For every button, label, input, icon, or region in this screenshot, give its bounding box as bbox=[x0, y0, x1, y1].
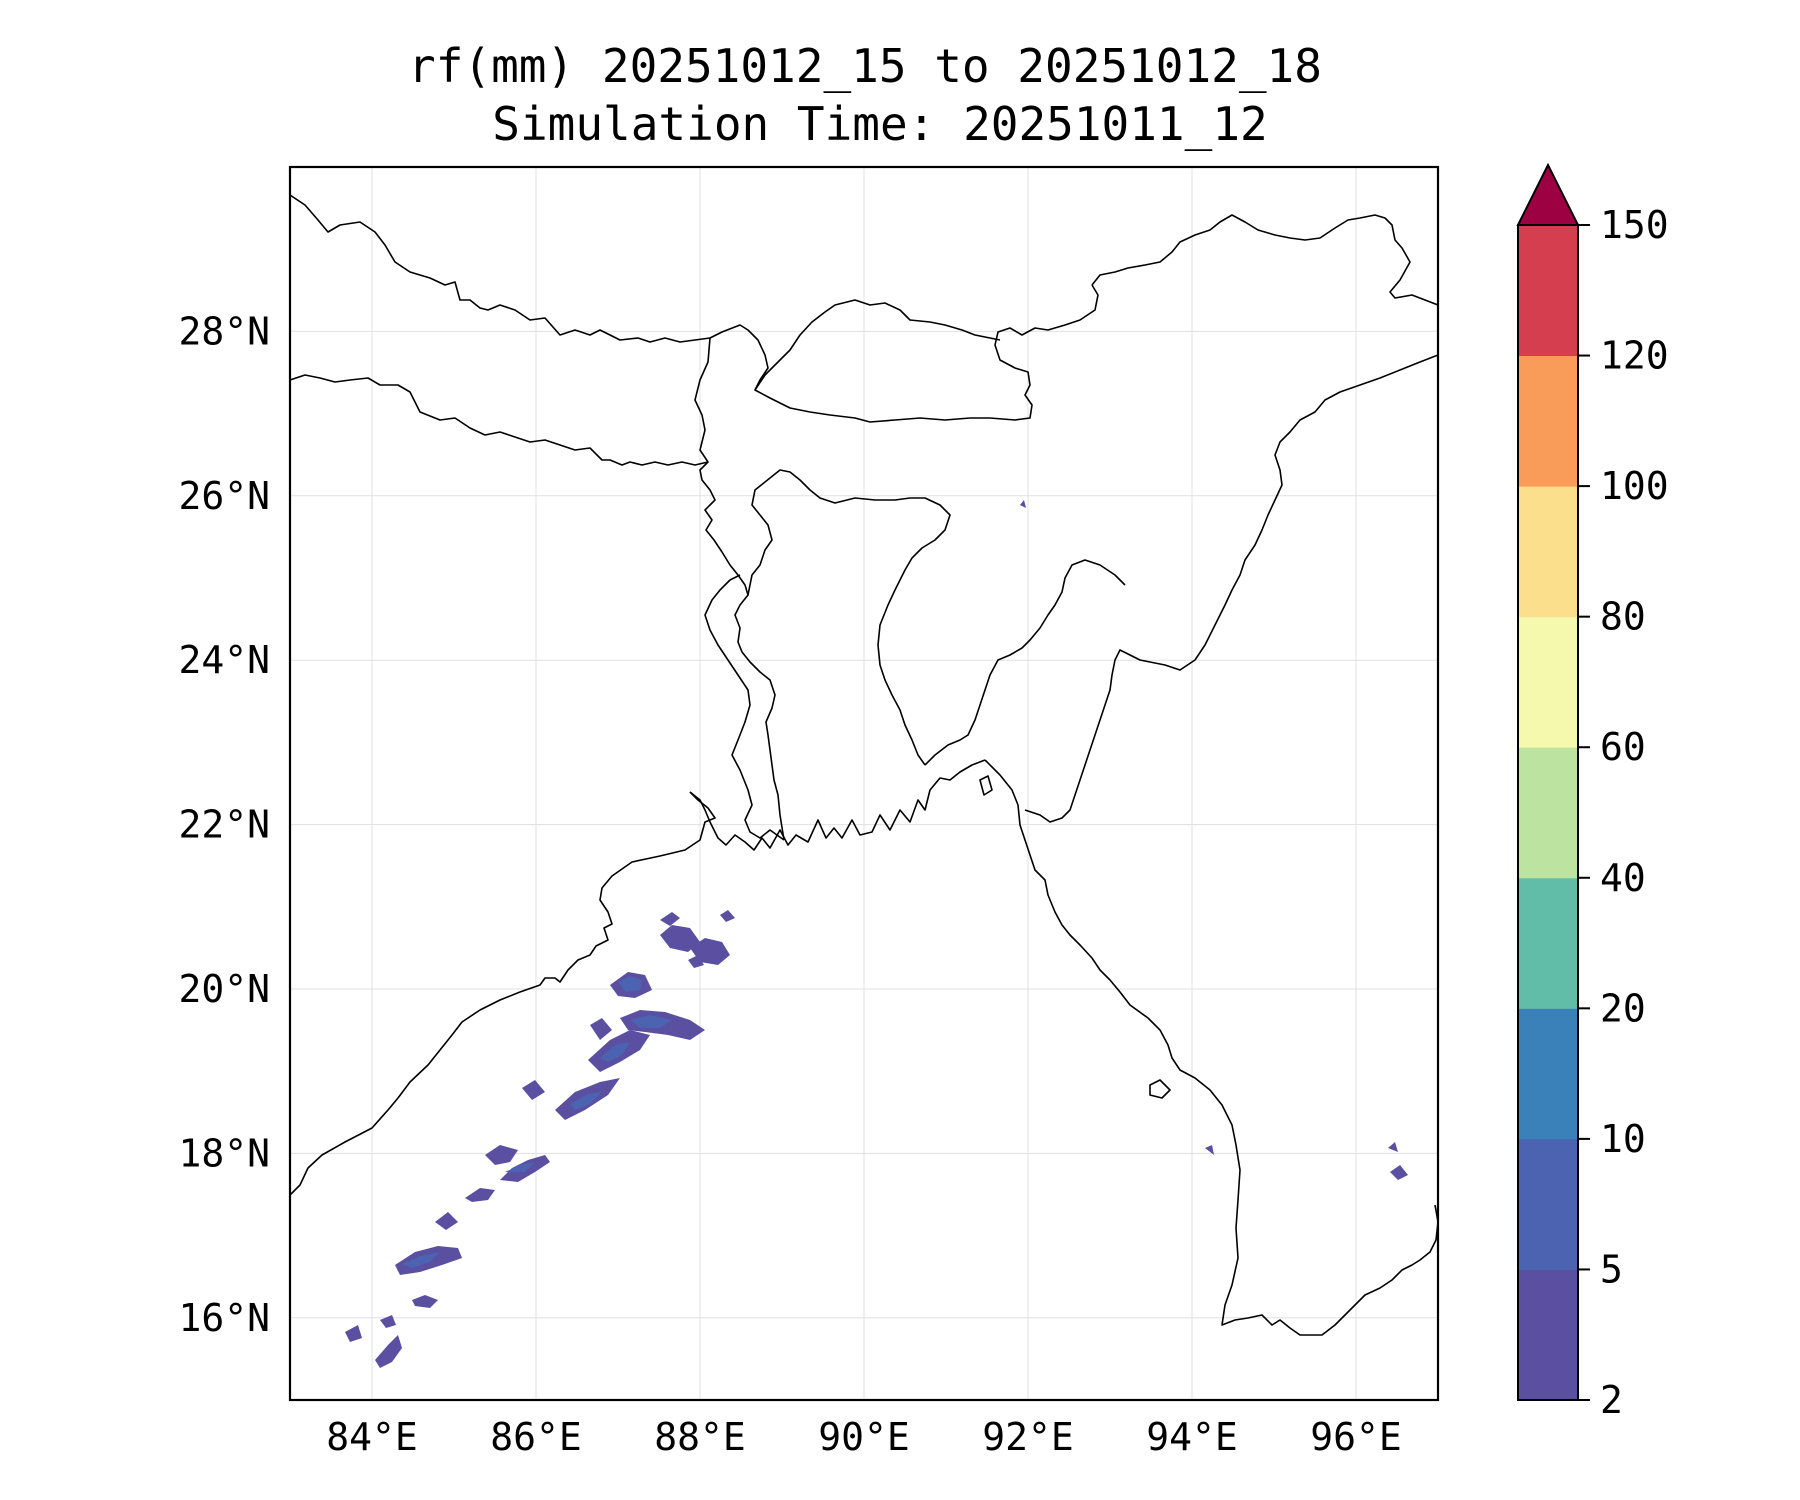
rain-patch bbox=[412, 1295, 438, 1308]
coastline-bengal-delta bbox=[689, 759, 986, 851]
colorbar-tick-label: 80 bbox=[1600, 595, 1646, 639]
rain-patch bbox=[375, 1335, 402, 1368]
colorbar-extend-max bbox=[1516, 162, 1580, 226]
border-sikkim-bangladesh-west bbox=[694, 337, 785, 841]
lon-tick-label: 92°E bbox=[982, 1415, 1074, 1459]
lat-tick-label: 20°N bbox=[178, 967, 270, 1011]
lon-tick-label: 88°E bbox=[654, 1415, 746, 1459]
colorbar-segment bbox=[1518, 616, 1578, 748]
rain-patch bbox=[522, 1080, 545, 1100]
rain-patch bbox=[1205, 1145, 1214, 1155]
lon-tick-label: 90°E bbox=[818, 1415, 910, 1459]
lat-tick-label: 18°N bbox=[178, 1131, 270, 1175]
lat-tick-label: 28°N bbox=[178, 309, 270, 353]
colorbar-segment bbox=[1518, 355, 1578, 487]
rain-patch bbox=[720, 910, 735, 922]
colorbar-tick-label: 100 bbox=[1600, 464, 1669, 508]
map-gridlines bbox=[290, 167, 1438, 1400]
colorbar-tick-label: 60 bbox=[1600, 725, 1646, 769]
coastline-india-east bbox=[290, 791, 716, 1196]
colorbar-frame bbox=[1517, 224, 1579, 1401]
rain-patch bbox=[465, 1188, 495, 1202]
colorbar-tick-label: 2 bbox=[1600, 1378, 1623, 1422]
coastline-small-islands bbox=[979, 775, 1171, 1099]
border-nepal-north bbox=[290, 194, 711, 343]
lon-tick-label: 96°E bbox=[1310, 1415, 1402, 1459]
colorbar-tick-label: 5 bbox=[1600, 1247, 1623, 1291]
border-bangladesh-west bbox=[704, 574, 785, 841]
map-title-line-1: rf(mm) 20251012_15 to 20251012_18 bbox=[408, 39, 1322, 93]
border-assam-east bbox=[1194, 354, 1438, 661]
rain-patch bbox=[380, 1315, 396, 1328]
colorbar-segment bbox=[1518, 1008, 1578, 1140]
lon-tick-label: 84°E bbox=[326, 1415, 418, 1459]
rain-patch bbox=[1388, 1142, 1398, 1152]
colorbar-segment bbox=[1518, 225, 1578, 357]
colorbar-segment bbox=[1518, 877, 1578, 1009]
lat-tick-label: 22°N bbox=[178, 803, 270, 847]
lon-tick-label: 94°E bbox=[1146, 1415, 1238, 1459]
rain-patch bbox=[345, 1325, 362, 1342]
rain-patch bbox=[660, 912, 680, 926]
rain-patch bbox=[660, 925, 700, 952]
colorbar: 2 5 10 20 40 60 80 100 120 150 bbox=[1516, 162, 1669, 1422]
map-frame bbox=[288, 165, 1440, 1402]
rain-patch bbox=[1390, 1165, 1408, 1180]
colorbar-tick-label: 10 bbox=[1600, 1117, 1646, 1161]
coastline-myanmar bbox=[984, 759, 1438, 1336]
border-assam-myanmar bbox=[1091, 214, 1438, 306]
colorbar-segment bbox=[1518, 747, 1578, 879]
lat-tick-label: 16°N bbox=[178, 1296, 270, 1340]
border-bhutan bbox=[709, 284, 1099, 423]
colorbar-segment bbox=[1518, 1269, 1578, 1401]
rain-patch bbox=[690, 938, 730, 965]
rain-patch bbox=[630, 1015, 672, 1028]
rain-patch bbox=[688, 955, 704, 968]
map-panel: 84°E 86°E 88°E 90°E 92°E 94°E 96°E 16°N 18°N 20°… bbox=[178, 165, 1440, 1459]
rain-patch bbox=[600, 1042, 630, 1062]
colorbar-tick-label: 150 bbox=[1600, 203, 1669, 247]
border-bhutan-north bbox=[754, 299, 1001, 391]
border-bangladesh-north bbox=[747, 469, 951, 766]
border-bangladesh-east bbox=[924, 559, 1126, 766]
colorbar-segment bbox=[1518, 1138, 1578, 1270]
rainfall-contours bbox=[345, 500, 1408, 1368]
rain-patch bbox=[618, 976, 642, 992]
lat-tick-label: 24°N bbox=[178, 638, 270, 682]
colorbar-segment bbox=[1518, 486, 1578, 618]
border-nepal-south bbox=[290, 374, 709, 466]
rain-patch bbox=[1020, 500, 1026, 508]
longitude-tick-labels: 84°E 86°E 88°E 90°E 92°E 94°E 96°E bbox=[326, 1415, 1402, 1459]
latitude-tick-labels: 16°N 18°N 20°N 22°N 24°N 26°N 28°N bbox=[178, 309, 270, 1339]
border-tripura-mizoram bbox=[1024, 649, 1196, 823]
map-title-line-2: Simulation Time: 20251011_12 bbox=[492, 97, 1267, 151]
rain-patch bbox=[505, 1162, 535, 1172]
lon-tick-label: 86°E bbox=[490, 1415, 582, 1459]
colorbar-tick-label: 20 bbox=[1600, 986, 1646, 1030]
rain-patch bbox=[485, 1145, 518, 1165]
colorbar-tick-label: 40 bbox=[1600, 856, 1646, 900]
rain-patch bbox=[435, 1212, 458, 1230]
rain-patch bbox=[590, 1018, 612, 1040]
colorbar-tick-label: 120 bbox=[1600, 334, 1669, 378]
rain-patch bbox=[570, 1092, 602, 1110]
rain-patch bbox=[402, 1252, 440, 1268]
lat-tick-label: 26°N bbox=[178, 474, 270, 518]
